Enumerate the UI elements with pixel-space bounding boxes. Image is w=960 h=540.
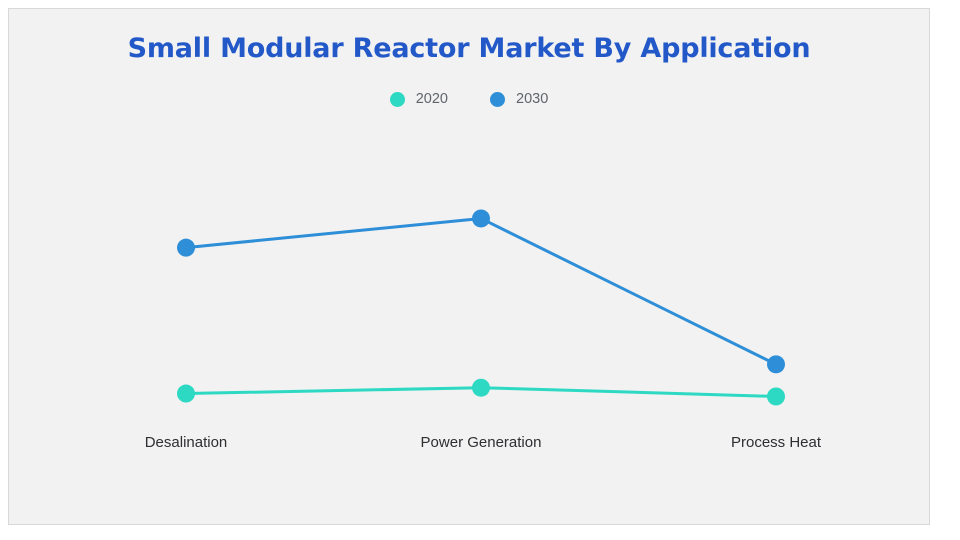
series-lines-group	[184, 216, 778, 398]
chart-card: Small Modular Reactor Market By Applicat…	[8, 8, 930, 525]
data-point-marker[interactable]	[472, 378, 490, 397]
legend-item-label: 2020	[415, 91, 448, 107]
legend-swatch-circle-icon	[490, 91, 505, 107]
plot-area	[9, 9, 931, 526]
x-tick-label: Desalination	[144, 434, 228, 451]
x-tick-label: Process Heat	[730, 434, 822, 451]
data-point-marker[interactable]	[177, 384, 195, 403]
legend-swatch-circle-icon	[389, 91, 405, 107]
line-chart-svg	[177, 209, 785, 406]
series-markers-group	[177, 209, 785, 406]
legend-item-2020[interactable]: 2020	[389, 91, 448, 107]
data-point-marker[interactable]	[767, 355, 785, 374]
data-point-marker[interactable]	[472, 209, 490, 228]
x-tick-label: Power Generation	[420, 434, 542, 451]
data-point-marker[interactable]	[177, 238, 195, 257]
data-point-marker[interactable]	[767, 387, 785, 406]
legend-item-2030[interactable]: 2030	[490, 91, 548, 107]
chart-legend: 2020 2030	[9, 91, 929, 107]
x-axis: Desalination Power Generation Process Heat	[9, 434, 931, 466]
legend-item-label: 2030	[516, 91, 549, 107]
series-line-2030	[184, 216, 778, 366]
page-title: Small Modular Reactor Market By Applicat…	[127, 33, 811, 64]
